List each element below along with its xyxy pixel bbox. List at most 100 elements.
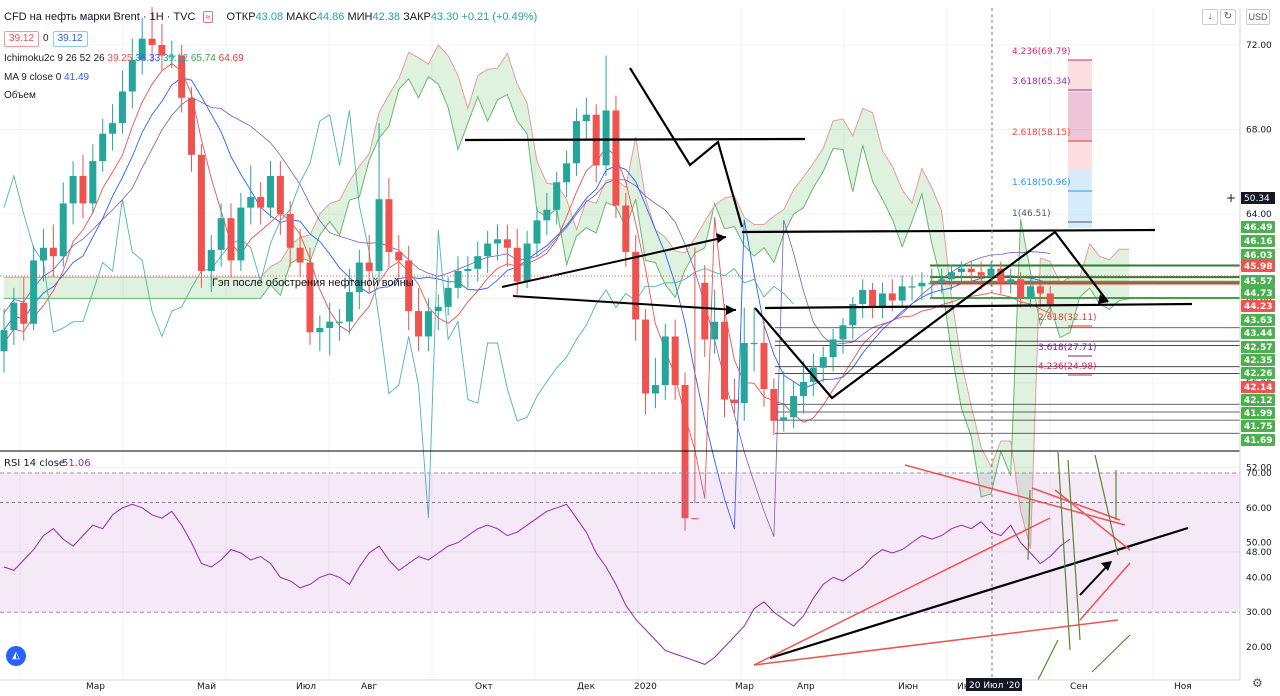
- candle-body: [49, 247, 57, 257]
- price-tag-label: 42.35: [1244, 356, 1272, 366]
- volume-legend[interactable]: Объем: [4, 90, 36, 101]
- candle-body: [365, 262, 373, 271]
- chikou-line: [3, 110, 794, 519]
- candle-body: [563, 163, 571, 183]
- ask-box[interactable]: 39.12: [52, 31, 88, 47]
- candle-body: [770, 389, 778, 421]
- rsi-trendline-green: [1057, 451, 1071, 651]
- ma-legend[interactable]: MA 9 close 0 41.49: [4, 72, 89, 83]
- gap-annotation[interactable]: Гэп после обострения нефтаной войны: [212, 277, 414, 289]
- time-tick-label: Авг: [361, 682, 377, 691]
- fib-zone-blue: [1068, 170, 1092, 228]
- candle-body: [336, 321, 344, 323]
- candle-body: [207, 249, 215, 271]
- candle-body: [345, 292, 353, 322]
- rsi-trendline-red: [1031, 487, 1121, 521]
- time-tick-label: Апр: [797, 682, 815, 691]
- candle-body: [237, 207, 245, 261]
- price-tick-label: 64.00: [1246, 210, 1272, 220]
- price-tag-badge: [1241, 235, 1275, 247]
- price-tag-badge: [1241, 260, 1275, 272]
- price-tick-label: 60.00: [1246, 294, 1272, 304]
- candle-body: [484, 243, 492, 257]
- price-tag-badge: [1241, 249, 1275, 261]
- price-tag-label: 41.75: [1244, 422, 1272, 432]
- settings-icon[interactable]: ⚙: [1252, 676, 1263, 690]
- currency-button[interactable]: USD: [1246, 9, 1270, 25]
- price-tick-label: 52.00: [1246, 463, 1272, 473]
- bid-ask-row: 39.12 0 39.12: [4, 31, 92, 47]
- rsi-trendline-green: [1067, 459, 1081, 641]
- candle-body: [543, 209, 551, 221]
- candle-body: [938, 279, 946, 283]
- candle-body: [257, 197, 265, 208]
- candle-body: [898, 286, 906, 301]
- time-tick-label: Ию: [957, 682, 972, 691]
- time-tick-label: Окт: [475, 682, 493, 691]
- price-tick-label: 48.00: [1246, 548, 1272, 558]
- refresh-icon[interactable]: ↻: [1220, 9, 1236, 25]
- candle-body: [928, 282, 936, 284]
- price-tag-badge: [1241, 434, 1275, 446]
- crosshair-date-tag: [966, 678, 1022, 691]
- rsi-trendline-green: [1094, 454, 1119, 556]
- candle-body: [878, 293, 886, 308]
- price-tag-label: 43.44: [1244, 329, 1272, 339]
- candle-body: [1046, 293, 1054, 305]
- candle-body: [395, 251, 403, 261]
- time-tick-label: Ноя: [1174, 682, 1192, 691]
- time-tick-label: Сен: [1070, 682, 1088, 691]
- price-tag-badge: [1241, 314, 1275, 326]
- arrow-down-icon[interactable]: ↓: [1202, 9, 1218, 25]
- tradingview-logo-icon[interactable]: ◭: [6, 646, 26, 666]
- candle-body: [247, 197, 255, 208]
- time-tick-label: Мар: [86, 682, 105, 691]
- candle-body: [39, 247, 47, 261]
- candle-body: [612, 110, 620, 206]
- candle-body: [385, 199, 393, 252]
- candle-body: [799, 381, 807, 397]
- price-tag-badge: [1241, 221, 1275, 233]
- trendline-decline: [629, 67, 744, 228]
- arrow-head-icon: [1101, 561, 1112, 571]
- fib-label: 3.618(27.71): [1038, 343, 1097, 353]
- candle-body: [642, 319, 650, 394]
- candle-body: [721, 321, 729, 400]
- high-label: МАКС: [286, 11, 317, 23]
- price-tag-label: 46.49: [1244, 223, 1272, 233]
- ichimoku-value-3: 39.12: [163, 53, 189, 64]
- ichimoku-value-2: 38.33: [135, 53, 161, 64]
- symbol-title[interactable]: CFD на нефть марки Brent · 1Н · TVC: [4, 11, 196, 23]
- fib-label: 2.618(32.11): [1038, 313, 1097, 323]
- price-tag-badge: [1241, 341, 1275, 353]
- candle-body: [701, 282, 709, 340]
- bid-box[interactable]: 39.12: [4, 31, 40, 47]
- candle-body: [760, 342, 768, 389]
- ichimoku-legend[interactable]: Ichimoku2c 9 26 52 26 39.25 38.33 39.12 …: [4, 53, 244, 64]
- rsi-trendline-red: [1054, 489, 1131, 551]
- price-tag-label: 42.14: [1244, 383, 1272, 393]
- price-tag-label: 42.26: [1244, 369, 1272, 379]
- candle-body: [276, 175, 284, 214]
- rsi-tick-label: 20.00: [1246, 643, 1272, 653]
- candle-body: [1026, 286, 1034, 297]
- rsi-tick-label: 40.00: [1246, 573, 1272, 583]
- fib-label: 3.618(65.34): [1012, 77, 1071, 87]
- arrow-head-icon: [1098, 294, 1108, 304]
- candle-body: [918, 282, 926, 287]
- candle-body: [434, 306, 442, 312]
- candle-body: [89, 161, 97, 204]
- candle-body: [296, 247, 304, 263]
- time-tick-label: Май: [197, 682, 216, 691]
- plus-icon: +: [1226, 191, 1236, 205]
- candle-body: [59, 203, 67, 257]
- time-tick-label: Мар: [735, 682, 754, 691]
- candle-body: [444, 287, 452, 307]
- candle-body: [197, 154, 205, 271]
- price-tag-label: 42.57: [1244, 343, 1272, 353]
- candle-body: [681, 385, 689, 519]
- alert-icon[interactable]: ≈: [202, 11, 214, 23]
- trendline-zigzag: [754, 230, 1109, 400]
